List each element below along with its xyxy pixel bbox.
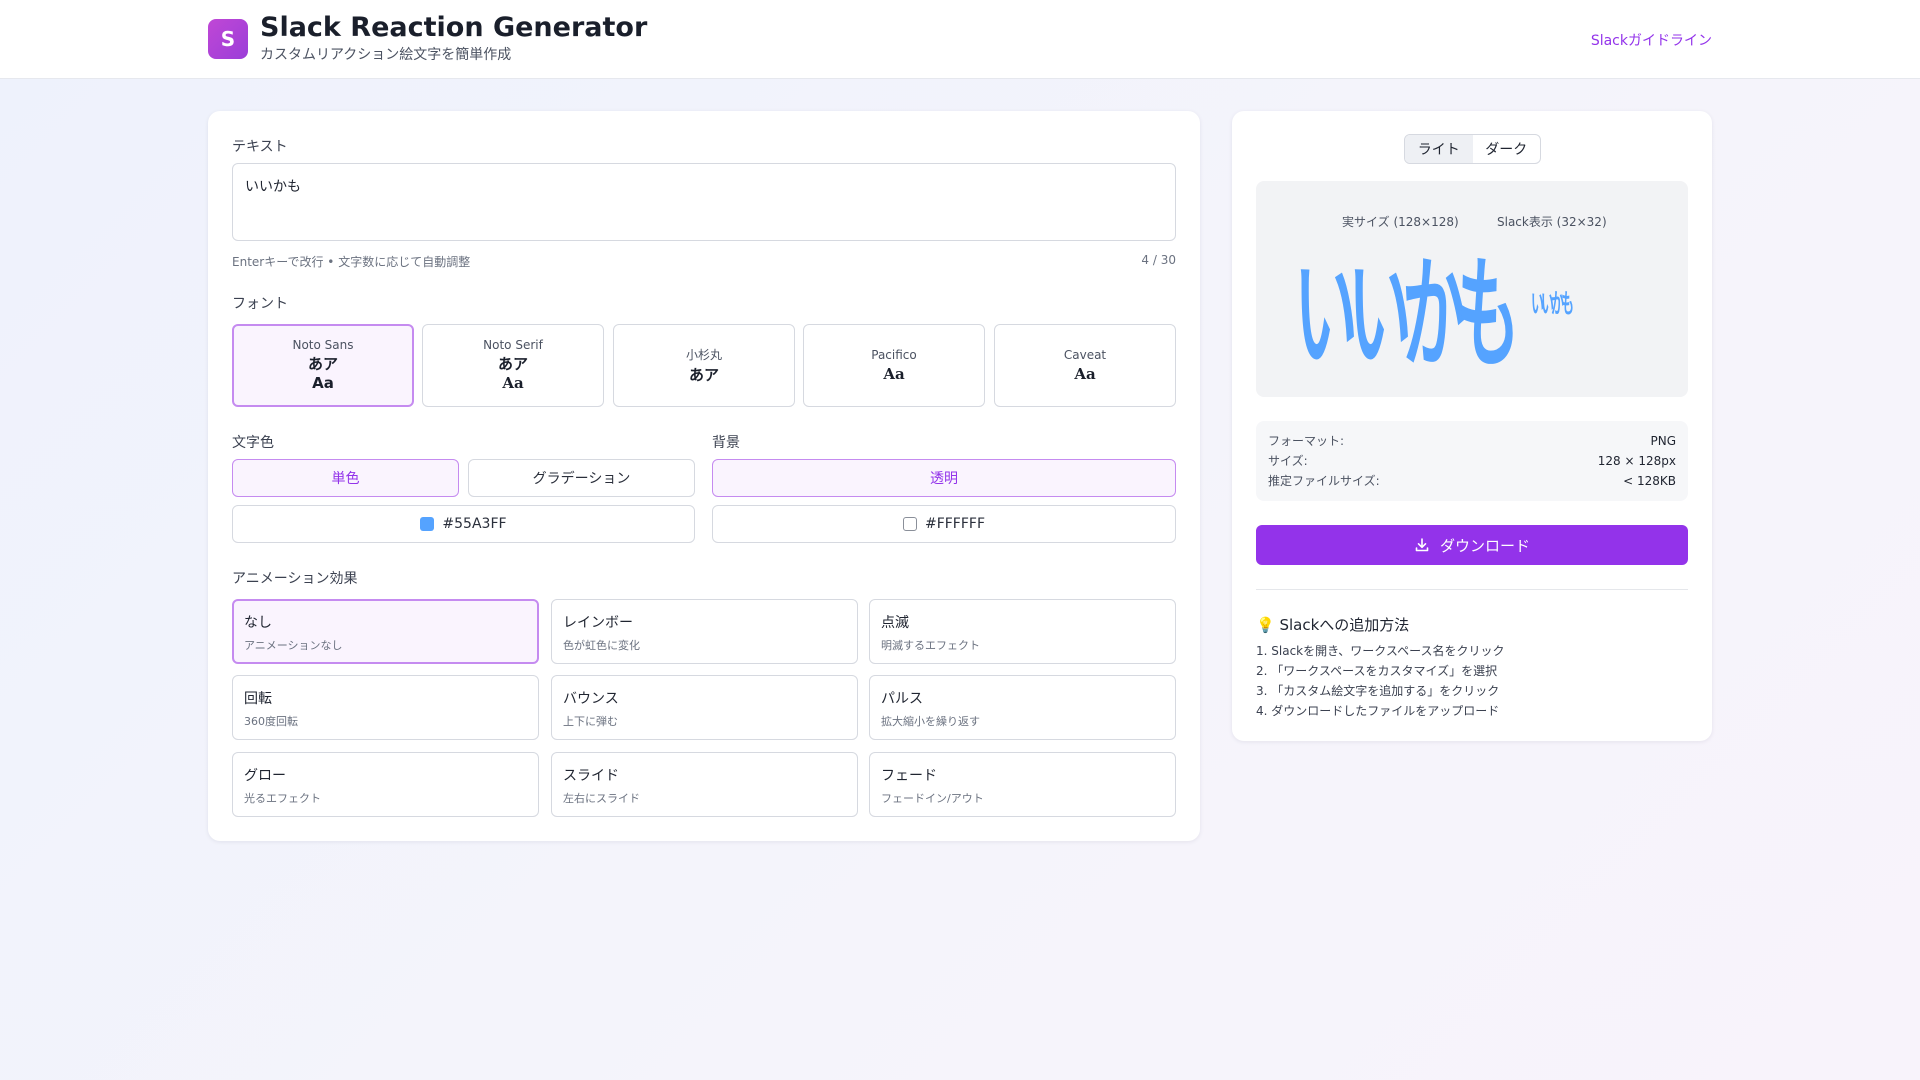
app-logo: S <box>208 19 248 59</box>
app-subtitle: カスタムリアクション絵文字を簡単作成 <box>260 47 512 63</box>
animation-option-rainbow[interactable]: レインボー 色が虹色に変化 <box>551 599 858 664</box>
animation-title: グロー <box>244 768 286 784</box>
font-sample-jp: あア <box>497 355 528 373</box>
theme-toggle: ライト ダーク <box>1404 134 1541 164</box>
char-count: 4 / 30 <box>1141 253 1176 267</box>
settings-panel: テキスト いいかも Enterキーで改行 • 文字数に応じて自動調整 4 / 3… <box>208 111 1200 841</box>
download-label: ダウンロード <box>1439 536 1530 555</box>
animation-desc: 左右にスライド <box>563 792 640 805</box>
emoji-preview-small: いいかも <box>1531 285 1574 320</box>
info-key: フォーマット: <box>1268 434 1345 448</box>
animation-option-bounce[interactable]: バウンス 上下に弾む <box>551 675 858 740</box>
gradient-color-button[interactable]: グラデーション <box>468 459 695 497</box>
solid-color-button[interactable]: 単色 <box>232 459 459 497</box>
animation-option-rotate[interactable]: 回転 360度回転 <box>232 675 539 740</box>
text-input[interactable]: いいかも <box>232 163 1176 241</box>
emoji-preview-small-text: いいかも <box>1531 290 1574 320</box>
actual-size-label: 実サイズ (128×128) <box>1342 215 1459 229</box>
font-option-noto-sans[interactable]: Noto Sans あア Aa <box>232 324 414 407</box>
animation-desc: 上下に弾む <box>563 715 618 728</box>
font-name: Noto Serif <box>483 338 543 352</box>
animation-title: レインボー <box>563 615 633 631</box>
theme-light-button[interactable]: ライト <box>1405 135 1473 163</box>
animation-option-fade[interactable]: フェード フェードイン/アウト <box>869 752 1176 817</box>
file-info: フォーマット: PNG サイズ: 128 × 128px 推定ファイルサイズ: … <box>1256 421 1688 501</box>
font-name: Noto Sans <box>292 338 354 352</box>
emoji-preview-large: いいかも <box>1294 241 1520 387</box>
text-color-picker[interactable]: #55A3FF <box>232 505 695 543</box>
font-sample-en: Aa <box>502 374 524 392</box>
transparent-background-button[interactable]: 透明 <box>712 459 1176 497</box>
color-swatch <box>420 517 435 531</box>
font-sample-en: Aa <box>1074 364 1096 383</box>
text-label: テキスト <box>232 139 288 155</box>
animation-title: スライド <box>563 768 619 784</box>
font-option-caveat[interactable]: Caveat Aa <box>994 324 1176 407</box>
animation-title: バウンス <box>563 691 619 707</box>
info-key: サイズ: <box>1268 454 1308 468</box>
font-option-kosugi-maru[interactable]: 小杉丸 あア <box>613 324 795 407</box>
info-row-format: フォーマット: PNG <box>1268 431 1676 451</box>
animation-title: フェード <box>881 768 937 784</box>
text-color-label: 文字色 <box>232 435 274 451</box>
font-name: 小杉丸 <box>685 348 722 362</box>
animation-desc: 明滅するエフェクト <box>881 639 980 652</box>
howto-step: 2. 「ワークスペースをカスタマイズ」を選択 <box>1256 664 1498 678</box>
app-title: Slack Reaction Generator <box>260 12 648 43</box>
text-hint: Enterキーで改行 • 文字数に応じて自動調整 <box>232 255 471 269</box>
howto-step: 4. ダウンロードしたファイルをアップロード <box>1256 704 1500 718</box>
howto-step: 3. 「カスタム絵文字を追加する」をクリック <box>1256 684 1500 698</box>
info-value: 128 × 128px <box>1597 454 1676 468</box>
background-color-picker[interactable]: #FFFFFF <box>712 505 1176 543</box>
howto-step: 1. Slackを開き、ワークスペース名をクリック <box>1256 644 1505 658</box>
app-header: S Slack Reaction Generator カスタムリアクション絵文字… <box>0 0 1920 79</box>
animation-desc: アニメーションなし <box>244 639 343 652</box>
howto-steps: 1. Slackを開き、ワークスペース名をクリック 2. 「ワークスペースをカス… <box>1256 641 1504 721</box>
animation-desc: 拡大縮小を繰り返す <box>881 715 980 728</box>
font-option-pacifico[interactable]: Pacifico Aa <box>803 324 985 407</box>
animation-label: アニメーション効果 <box>232 571 358 587</box>
font-name: Pacifico <box>871 347 917 362</box>
background-label: 背景 <box>712 435 740 451</box>
animation-title: 回転 <box>244 691 272 707</box>
info-row-size: サイズ: 128 × 128px <box>1268 451 1676 471</box>
animation-option-glow[interactable]: グロー 光るエフェクト <box>232 752 539 817</box>
emoji-preview-large-text: いいかも <box>1294 246 1520 387</box>
color-swatch <box>902 517 917 531</box>
info-row-filesize: 推定ファイルサイズ: < 128KB <box>1268 471 1676 491</box>
animation-option-slide[interactable]: スライド 左右にスライド <box>551 752 858 817</box>
animation-desc: 色が虹色に変化 <box>563 639 640 652</box>
animation-option-pulse[interactable]: パルス 拡大縮小を繰り返す <box>869 675 1176 740</box>
animation-desc: フェードイン/アウト <box>881 792 984 805</box>
background-color-value: #FFFFFF <box>924 516 986 532</box>
font-option-noto-serif[interactable]: Noto Serif あア Aa <box>422 324 604 407</box>
animation-title: パルス <box>881 691 923 707</box>
divider <box>1256 589 1688 590</box>
download-button[interactable]: ダウンロード <box>1256 525 1688 565</box>
emoji-preview-area: 実サイズ (128×128) Slack表示 (32×32) いいかも いいかも <box>1256 181 1688 397</box>
download-icon <box>1415 538 1429 552</box>
animation-title: なし <box>244 615 272 631</box>
animation-desc: 光るエフェクト <box>244 792 321 805</box>
font-sample-en: Aa <box>883 364 905 383</box>
info-value: PNG <box>1650 434 1676 448</box>
animation-title: 点滅 <box>881 615 909 631</box>
animation-desc: 360度回転 <box>244 715 298 728</box>
preview-panel: ライト ダーク 実サイズ (128×128) Slack表示 (32×32) い… <box>1232 111 1712 741</box>
animation-option-none[interactable]: なし アニメーションなし <box>232 599 539 664</box>
font-sample-jp: あア <box>688 366 719 384</box>
text-color-value: #55A3FF <box>442 516 507 532</box>
howto-title: 💡 Slackへの追加方法 <box>1256 616 1410 634</box>
font-label: フォント <box>232 296 288 312</box>
font-sample-jp: あア <box>307 355 338 373</box>
font-name: Caveat <box>1063 347 1107 362</box>
font-sample-en: Aa <box>312 374 334 392</box>
info-key: 推定ファイルサイズ: <box>1268 474 1380 488</box>
slack-guideline-link[interactable]: Slackガイドライン <box>1590 33 1712 49</box>
slack-size-label: Slack表示 (32×32) <box>1497 215 1607 229</box>
info-value: < 128KB <box>1623 474 1676 488</box>
animation-option-blink[interactable]: 点滅 明滅するエフェクト <box>869 599 1176 664</box>
theme-dark-button[interactable]: ダーク <box>1485 142 1528 158</box>
